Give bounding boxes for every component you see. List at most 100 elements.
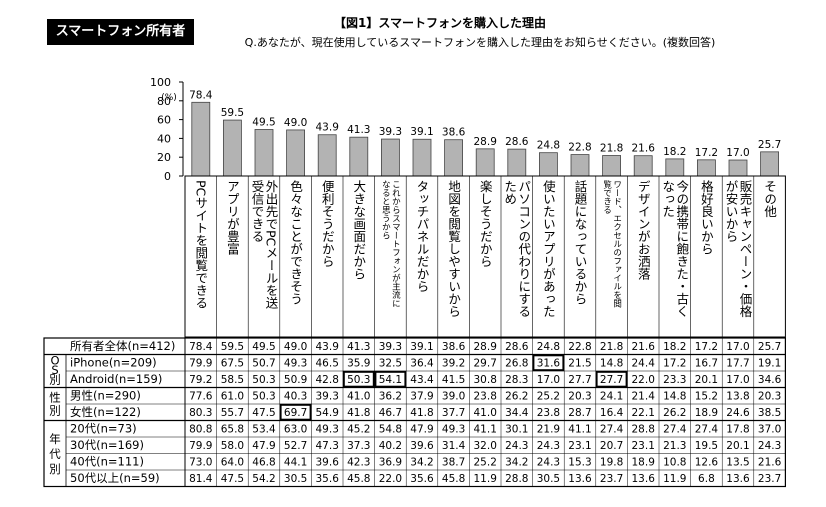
category-label: ため <box>502 180 517 205</box>
table-cell: 36.4 <box>410 357 434 369</box>
table-cell: 52.7 <box>284 440 307 452</box>
table-cell: 11.9 <box>474 473 497 485</box>
table-cell: 13.6 <box>726 473 750 485</box>
table-cell: 65.8 <box>221 423 244 435</box>
table-cell: 15.3 <box>568 456 591 468</box>
y-tick-label: 60 <box>157 114 171 127</box>
table-cell: 28.9 <box>474 341 497 353</box>
category-label: 販売キャンペーン・価格 <box>738 180 753 318</box>
table-cell: 79.9 <box>189 440 212 452</box>
table-cell: 22.1 <box>632 407 655 419</box>
table-cell: 45.8 <box>442 473 465 485</box>
table-cell: 17.0 <box>726 341 749 353</box>
bar-value-label: 78.4 <box>189 89 213 101</box>
table-cell: 13.8 <box>726 390 749 402</box>
table-cell: 21.5 <box>568 357 591 369</box>
table-cell: 17.0 <box>726 374 749 386</box>
table-cell: 23.8 <box>474 390 497 402</box>
bar <box>475 148 495 177</box>
table-cell: 37.9 <box>410 390 433 402</box>
bar <box>222 119 242 177</box>
bar <box>349 136 369 177</box>
y-tick-label: 100 <box>150 76 171 89</box>
table-cell: 49.3 <box>316 423 339 435</box>
bar-value-label: 59.5 <box>221 107 244 119</box>
category-label: 大きな画面だから <box>351 180 366 280</box>
table-cell: 13.5 <box>726 456 749 468</box>
table-cell: 81.4 <box>189 473 213 485</box>
table-cell: 54.8 <box>379 423 402 435</box>
table-cell: 79.2 <box>189 374 212 386</box>
table-cell: 15.2 <box>695 390 718 402</box>
group-label: 性別 <box>49 390 61 417</box>
bars-group: 78.4 59.5 49.5 49.0 43.9 41.3 39.3 39.1 38.6 28.9… <box>189 89 781 177</box>
table-cell: 42.8 <box>316 374 339 386</box>
category-label: パソコンの代わりにする <box>516 180 531 318</box>
category-label: ワード、エクセルのファイルを閲 <box>612 180 622 308</box>
table-cell: 58.0 <box>221 440 244 452</box>
table-cell: 30.8 <box>474 374 497 386</box>
bar-value-label: 17.0 <box>726 147 749 159</box>
table-cell: 47.3 <box>316 440 339 452</box>
category-label: これからスマートフォンが主流に <box>390 180 400 308</box>
category-label: なった <box>660 180 675 218</box>
table-cell: 50.9 <box>284 374 307 386</box>
bar <box>760 151 779 177</box>
table-cell: 37.0 <box>758 423 781 435</box>
category-label: 格好良いから <box>699 179 714 255</box>
bar <box>539 152 558 177</box>
table-cell: 22.0 <box>632 374 655 386</box>
bar <box>286 129 306 177</box>
table-cell: 23.3 <box>663 374 686 386</box>
table-cell: 45.8 <box>347 473 370 485</box>
bar-value-label: 49.0 <box>284 117 307 129</box>
bar-value-label: 17.2 <box>695 147 718 159</box>
category-label: 外出先でPCメールを送 <box>264 180 279 309</box>
table-cell: 41.1 <box>474 423 497 435</box>
table-cell: 6.8 <box>698 473 715 485</box>
table-cell: 39.3 <box>316 390 339 402</box>
table-cell: 34.4 <box>505 407 529 419</box>
table-cell: 28.6 <box>505 341 529 353</box>
table-cell: 49.3 <box>442 423 465 435</box>
table-cell: 23.7 <box>758 473 781 485</box>
bar <box>444 139 464 177</box>
table-cell: 14.8 <box>663 390 686 402</box>
table-cell: 20.1 <box>695 374 718 386</box>
table-cell: 39.0 <box>442 390 465 402</box>
table-cell: 64.0 <box>221 456 244 468</box>
category-label: 楽しそうだから <box>478 179 493 268</box>
table-cell: 46.5 <box>316 357 339 369</box>
table-cell: 49.5 <box>252 341 275 353</box>
table-cell: 22.8 <box>568 341 591 353</box>
table-cell: 44.1 <box>284 456 307 468</box>
table-cell: 58.5 <box>221 374 244 386</box>
category-label: デザインがお洒落 <box>636 180 651 281</box>
bar-value-label: 21.8 <box>600 143 623 155</box>
table-cell: 39.3 <box>379 341 402 353</box>
bar-value-label: 39.1 <box>410 126 433 138</box>
bar-value-label: 49.5 <box>252 116 275 128</box>
y-tick-label: 0 <box>164 170 171 183</box>
table-cell: 25.2 <box>537 390 560 402</box>
bar <box>412 138 432 177</box>
table-cell: 39.6 <box>410 440 434 452</box>
table-cell: 41.0 <box>347 390 370 402</box>
highlight-cell <box>595 370 628 388</box>
table-cell: 23.1 <box>568 440 591 452</box>
table-cell: 50.3 <box>252 390 275 402</box>
table-cell: 20.3 <box>758 390 781 402</box>
table-cell: 11.9 <box>663 473 686 485</box>
y-axis: 0 20 40 60 80 100 (%) <box>150 76 184 183</box>
row-label: 30代(n=169) <box>70 438 144 452</box>
category-label: 覧できる <box>602 179 612 214</box>
table-cell: 41.8 <box>347 407 370 419</box>
highlight-cell <box>374 370 407 388</box>
table-cell: 21.3 <box>663 440 686 452</box>
bar-value-label: 21.6 <box>632 143 656 155</box>
table-cell: 32.5 <box>379 357 402 369</box>
